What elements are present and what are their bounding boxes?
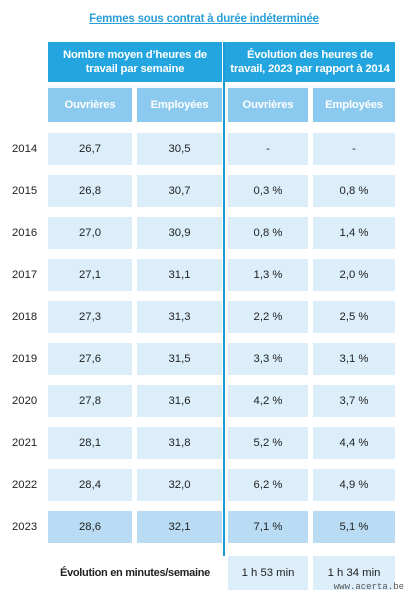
cell-hours-ouvrieres: 27,8	[48, 385, 132, 417]
cell-hours-employees: 30,7	[137, 175, 222, 207]
row-year: 2019	[12, 353, 38, 365]
cell-hours-employees: 32,1	[137, 511, 222, 543]
cell-evo-ouvrieres: 1,3 %	[228, 259, 308, 291]
row-year: 2018	[12, 311, 38, 323]
row-year: 2020	[12, 395, 38, 407]
cell-evo-employees: 5,1 %	[313, 511, 395, 543]
header-hours-group: Nombre moyen d’heures de travail par sem…	[48, 42, 222, 82]
cell-hours-employees: 32,0	[137, 469, 222, 501]
row-year: 2015	[12, 185, 38, 197]
cell-hours-ouvrieres: 28,4	[48, 469, 132, 501]
cell-hours-employees: 30,9	[137, 217, 222, 249]
row-year: 2017	[12, 269, 38, 281]
cell-evo-ouvrieres: 0,8 %	[228, 217, 308, 249]
header-evolution-label: Évolution des heures de travail, 2023 pa…	[230, 49, 390, 75]
cell-evo-ouvrieres: -	[228, 133, 308, 165]
cell-evo-employees: 4,4 %	[313, 427, 395, 459]
cell-hours-ouvrieres: 27,6	[48, 343, 132, 375]
row-year: 2014	[12, 143, 38, 155]
row-year: 2022	[12, 479, 38, 491]
cell-evo-ouvrieres: 4,2 %	[228, 385, 308, 417]
cell-hours-ouvrieres: 27,0	[48, 217, 132, 249]
cell-hours-ouvrieres: 27,3	[48, 301, 132, 333]
cell-evo-employees: 1,4 %	[313, 217, 395, 249]
cell-evo-ouvrieres: 0,3 %	[228, 175, 308, 207]
footer-label: Évolution en minutes/semaine	[60, 567, 210, 579]
cell-evo-ouvrieres: 6,2 %	[228, 469, 308, 501]
source-url: www.acerta.be	[333, 582, 404, 592]
cell-hours-employees: 31,1	[137, 259, 222, 291]
cell-hours-employees: 31,5	[137, 343, 222, 375]
subheader-evo-ouvrieres: Ouvrières	[228, 88, 308, 122]
cell-evo-employees: -	[313, 133, 395, 165]
cell-evo-employees: 3,1 %	[313, 343, 395, 375]
column-divider	[223, 42, 225, 556]
cell-evo-ouvrieres: 3,3 %	[228, 343, 308, 375]
cell-evo-ouvrieres: 7,1 %	[228, 511, 308, 543]
subheader-hours-employees: Employées	[137, 88, 222, 122]
cell-hours-ouvrieres: 28,1	[48, 427, 132, 459]
cell-hours-employees: 31,3	[137, 301, 222, 333]
subheader-hours-ouvrieres: Ouvrières	[48, 88, 132, 122]
cell-evo-employees: 4,9 %	[313, 469, 395, 501]
footer-ouvrieres: 1 h 53 min	[228, 556, 308, 590]
header-hours-label: Nombre moyen d’heures de travail par sem…	[63, 49, 207, 75]
cell-hours-ouvrieres: 28,6	[48, 511, 132, 543]
cell-hours-ouvrieres: 27,1	[48, 259, 132, 291]
cell-evo-ouvrieres: 2,2 %	[228, 301, 308, 333]
row-year: 2016	[12, 227, 38, 239]
row-year: 2023	[12, 521, 38, 533]
cell-hours-ouvrieres: 26,7	[48, 133, 132, 165]
cell-evo-employees: 2,0 %	[313, 259, 395, 291]
subheader-evo-employees: Employées	[313, 88, 395, 122]
footer-employees: 1 h 34 min	[313, 556, 395, 590]
header-evolution-group: Évolution des heures de travail, 2023 pa…	[225, 42, 395, 82]
cell-hours-employees: 31,8	[137, 427, 222, 459]
cell-hours-employees: 30,5	[137, 133, 222, 165]
cell-evo-ouvrieres: 5,2 %	[228, 427, 308, 459]
cell-evo-employees: 2,5 %	[313, 301, 395, 333]
row-year: 2021	[12, 437, 38, 449]
cell-hours-employees: 31,6	[137, 385, 222, 417]
cell-evo-employees: 3,7 %	[313, 385, 395, 417]
table-title: Femmes sous contrat à durée indéterminée	[89, 13, 319, 25]
cell-hours-ouvrieres: 26,8	[48, 175, 132, 207]
cell-evo-employees: 0,8 %	[313, 175, 395, 207]
